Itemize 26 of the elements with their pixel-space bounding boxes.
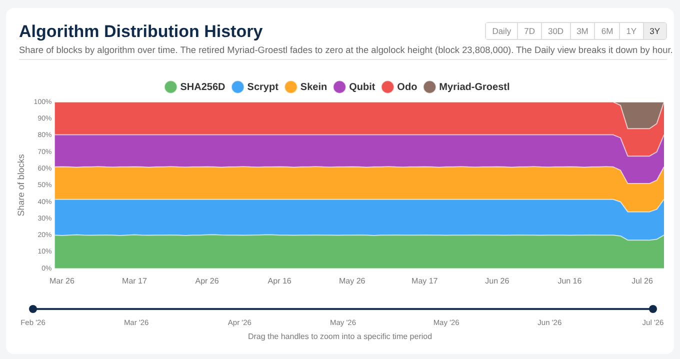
x-tick-label: May 26 [338,276,366,286]
text: 30D [540,23,570,39]
legend-label: Myriad-Groestl [439,82,510,93]
x-tick-label: Jul 26 [632,276,654,286]
x-tick-label: Jun 16 [558,276,582,286]
legend-label: Qubit [349,82,376,93]
x-tick-label: Apr 16 [268,276,292,286]
chart-title: Algorithm Distribution History [19,22,263,42]
chart-subtitle: Share of blocks by algorithm over time. The retired Myriad-Groestl fades to zero at the algolock height (block 23,808,000). The Daily view breaks it down by hour. [19,45,673,55]
x-tick-label: Jun 26 [485,276,510,286]
text: 1Y [619,23,643,39]
text: 6M [594,23,620,39]
text: 3Y [642,23,666,39]
x-tick-label: Mar 26 [50,276,75,286]
text: Drag the handles to zoom into a specific time period [246,332,434,341]
text: Daily [486,23,518,39]
x-tick-label: Apr 26 [195,276,220,286]
legend-label: Scrypt [247,82,280,93]
x-tick-label: May 17 [412,276,438,286]
legend-label: SHA256D [180,82,226,93]
text: 7D [517,23,541,39]
legend-label: Odo [397,82,418,93]
x-tick-label: Mar 17 [122,276,148,286]
y-axis-title: Share of blocks [16,154,26,216]
legend-label: Skein [300,82,328,93]
text: 3M [570,23,594,39]
